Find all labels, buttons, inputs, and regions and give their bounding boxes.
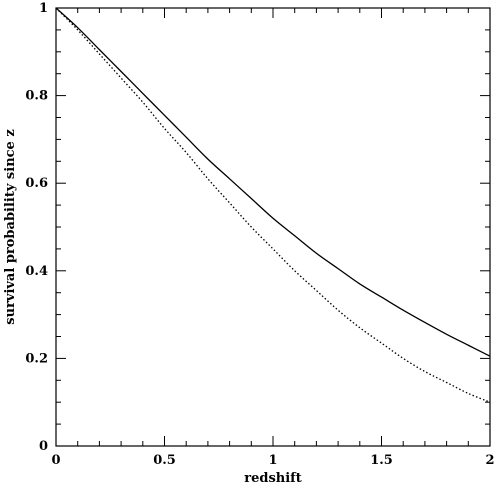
y-tick-label: 0.4 bbox=[25, 264, 48, 279]
y-tick-label: 0 bbox=[39, 439, 48, 454]
x-axis-title: redshift bbox=[244, 471, 302, 486]
x-tick-label: 2 bbox=[485, 453, 494, 468]
y-axis-title: survival probability since z bbox=[3, 129, 18, 324]
y-tick-label: 0.6 bbox=[25, 176, 48, 191]
x-tick-label: 0.5 bbox=[153, 453, 176, 468]
plot-frame bbox=[55, 7, 491, 447]
y-tick-label: 0.8 bbox=[25, 89, 48, 104]
axis-ticks: 0 0.5 1 1.5 2 0 0.2 0.4 0.6 0.8 1 bbox=[25, 1, 494, 468]
series-line-dotted bbox=[55, 7, 491, 403]
y-tick-label: 0.2 bbox=[25, 351, 48, 366]
series-layer bbox=[55, 7, 491, 403]
y-tick-label: 1 bbox=[39, 1, 48, 16]
x-tick-label: 0 bbox=[51, 453, 60, 468]
x-tick-label: 1 bbox=[268, 453, 277, 468]
series-line-solid bbox=[55, 7, 491, 357]
x-tick-label: 1.5 bbox=[370, 453, 393, 468]
